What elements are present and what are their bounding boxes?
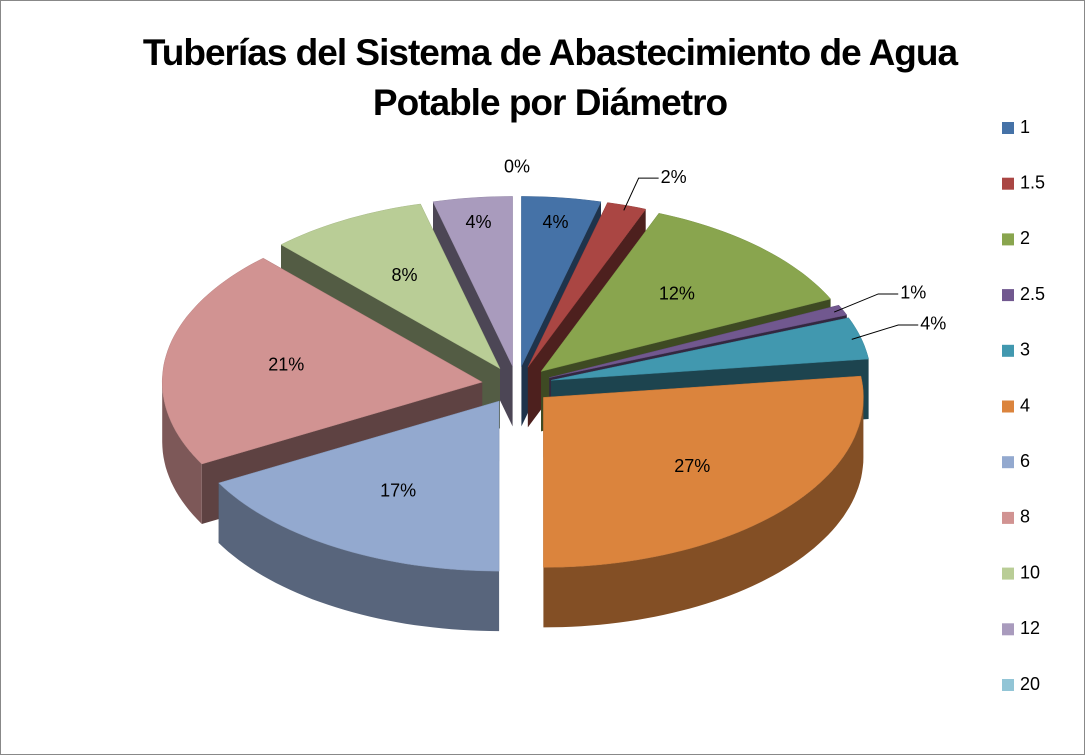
legend-label: 12 [1020,618,1040,638]
chart-title: Tuberías del Sistema de Abastecimiento d… [142,32,958,123]
slice-wall [162,382,202,524]
data-label: 12% [659,283,695,303]
legend-swatch [1002,679,1014,691]
legend-label: 1 [1020,117,1030,137]
slice [551,317,869,381]
data-label: 1% [900,283,926,303]
slice [527,202,647,368]
data-label: 17% [380,481,416,501]
legend-swatch [1002,511,1014,524]
slice [543,375,864,568]
slice-wall [218,483,500,632]
data-label: 8% [391,265,417,285]
data-label: 27% [674,456,710,476]
leader-line [833,293,899,313]
data-label: 4% [465,212,491,232]
legend-swatch [1002,344,1014,357]
legend-swatch [1002,289,1014,302]
slice [549,304,848,378]
legend-swatch [1002,177,1014,190]
slice [521,196,602,367]
legend-swatch [1002,233,1014,246]
data-label: 0% [504,157,530,177]
legend-swatch [1002,567,1014,580]
data-label: 4% [542,212,568,232]
data-label: 21% [268,354,304,374]
data-label: 2% [661,167,687,187]
legend-swatch [1002,623,1014,636]
leader-line [623,177,659,211]
legend-label: 4 [1020,395,1030,415]
legend-label: 20 [1020,674,1040,694]
legend-label: 3 [1020,340,1030,360]
slice [218,400,500,572]
data-label: 4% [920,314,946,334]
legend-label: 10 [1020,562,1040,582]
legend-label: 2 [1020,228,1030,248]
leader-line [851,324,919,340]
slice [432,196,513,367]
legend-swatch [1002,456,1014,469]
legend-swatch [1002,122,1014,134]
slice [540,213,832,372]
legend-label: 8 [1020,507,1030,527]
legend-label: 1.5 [1020,172,1045,192]
slice [280,203,501,370]
legend-swatch [1002,400,1014,413]
legend-label: 6 [1020,451,1030,471]
slice-wall [543,397,864,628]
slice [161,257,483,465]
legend-label: 2.5 [1020,284,1045,304]
